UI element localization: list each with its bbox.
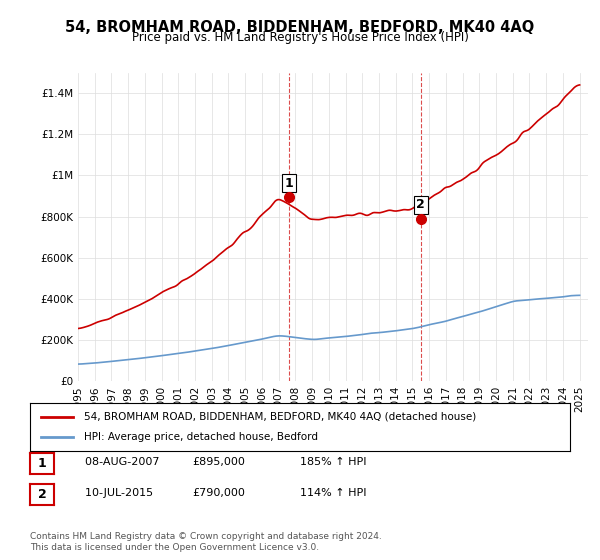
Text: 185% ↑ HPI: 185% ↑ HPI (300, 457, 367, 467)
Text: £895,000: £895,000 (192, 457, 245, 467)
Text: 114% ↑ HPI: 114% ↑ HPI (300, 488, 367, 498)
Text: 2: 2 (416, 198, 425, 211)
Text: 08-AUG-2007: 08-AUG-2007 (78, 457, 160, 467)
Text: 2: 2 (38, 488, 46, 501)
Text: £790,000: £790,000 (192, 488, 245, 498)
Text: Price paid vs. HM Land Registry's House Price Index (HPI): Price paid vs. HM Land Registry's House … (131, 31, 469, 44)
Text: 1: 1 (284, 177, 293, 190)
Text: HPI: Average price, detached house, Bedford: HPI: Average price, detached house, Bedf… (84, 432, 318, 442)
Text: Contains HM Land Registry data © Crown copyright and database right 2024.
This d: Contains HM Land Registry data © Crown c… (30, 532, 382, 552)
Text: 54, BROMHAM ROAD, BIDDENHAM, BEDFORD, MK40 4AQ: 54, BROMHAM ROAD, BIDDENHAM, BEDFORD, MK… (65, 20, 535, 35)
Text: 54, BROMHAM ROAD, BIDDENHAM, BEDFORD, MK40 4AQ (detached house): 54, BROMHAM ROAD, BIDDENHAM, BEDFORD, MK… (84, 412, 476, 422)
Text: 1: 1 (38, 457, 46, 470)
Text: 10-JUL-2015: 10-JUL-2015 (78, 488, 153, 498)
